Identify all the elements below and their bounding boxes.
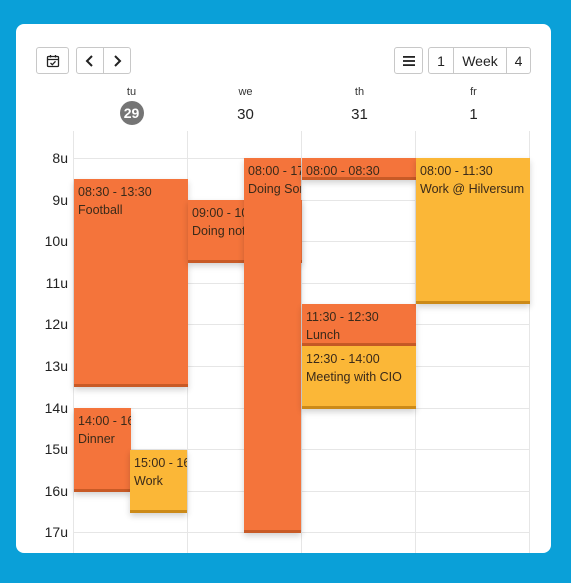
event-time: 08:00 - 17:00	[248, 164, 301, 178]
hour-label: 8u	[52, 150, 68, 166]
today-date-badge: 29	[119, 101, 144, 125]
day-name: tu	[126, 86, 137, 98]
event-time: 12:30 - 14:00	[306, 352, 380, 366]
hour-label: 10u	[44, 233, 68, 249]
view-selector: 1 Week 4	[428, 47, 531, 74]
hour-label: 15u	[44, 441, 68, 457]
event-title: Work @ Hilversum	[420, 182, 525, 196]
hour-label: 13u	[44, 358, 68, 374]
event-title: Work	[134, 474, 163, 488]
event-dinner[interactable]: 14:00 - 16:00 Dinner	[74, 408, 131, 492]
today-button[interactable]	[36, 47, 69, 74]
hour-label: 9u	[52, 192, 68, 208]
event-title: Dinner	[78, 432, 115, 446]
day-name: th	[354, 86, 365, 98]
menu-button[interactable]	[394, 47, 423, 74]
event-time: 15:00 - 16:30	[134, 456, 187, 470]
event-title: Meeting with CIO	[306, 370, 402, 384]
event-football[interactable]: 08:30 - 13:30 Football	[74, 179, 188, 387]
event-title: Football	[78, 203, 123, 217]
view-count-decrease[interactable]: 1	[429, 48, 454, 73]
event-time: 08:00 - 08:30	[306, 164, 380, 178]
hour-label: 11u	[45, 275, 68, 291]
day-name: fr	[470, 86, 477, 98]
day-date: 30	[237, 106, 254, 123]
chevron-right-icon	[114, 54, 122, 67]
event-title: Lunch	[306, 328, 341, 342]
event-work[interactable]: 15:00 - 16:30 Work	[130, 450, 187, 513]
hour-label: 17u	[44, 524, 68, 540]
hour-label: 12u	[44, 316, 68, 332]
event-meeting-with-cio[interactable]: 12:30 - 14:00 Meeting with CIO	[302, 346, 416, 409]
prev-week-button[interactable]	[76, 47, 104, 74]
day-header-th[interactable]: th 31	[303, 86, 416, 124]
event-short[interactable]: 08:00 - 08:30	[302, 158, 416, 180]
event-lunch[interactable]: 11:30 - 12:30 Lunch	[302, 304, 416, 346]
event-time: 08:00 - 11:30	[420, 164, 493, 178]
next-week-button[interactable]	[103, 47, 131, 74]
event-time: 14:00 - 16:00	[78, 414, 131, 428]
event-time: 08:30 - 13:30	[78, 185, 152, 199]
day-header-fr[interactable]: fr 1	[417, 86, 530, 124]
hour-label: 14u	[44, 400, 68, 416]
event-doing-something[interactable]: 08:00 - 17:00 Doing Something	[244, 158, 301, 533]
day-date: 1	[469, 106, 478, 123]
day-header-tu[interactable]: tu 29	[75, 86, 188, 125]
chevron-left-icon	[85, 54, 93, 67]
event-title: Doing Something	[248, 182, 301, 196]
event-time: 11:30 - 12:30	[306, 310, 379, 324]
day-header-we[interactable]: we 30	[189, 86, 302, 124]
day-name: we	[238, 86, 253, 98]
calendar-card: 1 Week 4 tu 29 we 30 th 31 fr 1 8u 9u	[16, 24, 551, 553]
calendar-check-icon	[46, 54, 59, 67]
hamburger-menu-icon	[402, 55, 415, 66]
view-mode-label[interactable]: Week	[454, 48, 507, 73]
event-work-hilversum[interactable]: 08:00 - 11:30 Work @ Hilversum	[416, 158, 530, 304]
view-count-increase[interactable]: 4	[514, 52, 523, 69]
hour-label: 16u	[44, 483, 68, 499]
day-date: 31	[351, 106, 368, 123]
